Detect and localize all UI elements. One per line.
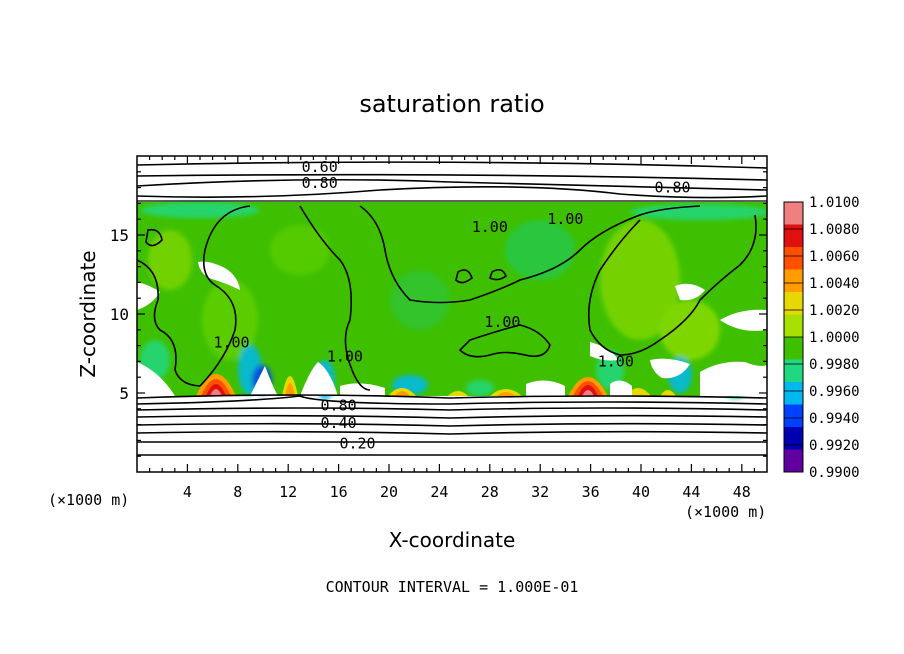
y-axis-title: Z-coordinate bbox=[76, 250, 100, 377]
colorbar-label: 0.9920 bbox=[809, 438, 860, 454]
y-axis: 5 10 15 bbox=[110, 171, 767, 457]
colorbar-swatch bbox=[784, 247, 803, 270]
colorbar-label: 1.0080 bbox=[809, 222, 860, 238]
colorbar-label: 0.9940 bbox=[809, 411, 860, 427]
contour-label: 0.80 bbox=[654, 179, 690, 197]
x-axis: 4 8 12 16 20 24 28 32 36 40 44 48 bbox=[149, 156, 756, 501]
x-tick-label: 32 bbox=[531, 483, 549, 501]
colorbar-swatch bbox=[784, 382, 803, 405]
y-tick-label: 5 bbox=[119, 384, 129, 403]
x-tick-label: 4 bbox=[183, 483, 192, 501]
contour-lines bbox=[137, 161, 767, 456]
colorbar-label: 1.0060 bbox=[809, 249, 860, 265]
contour-label: 1.00 bbox=[472, 218, 508, 236]
colorbar-swatch bbox=[784, 427, 803, 450]
colorbar-label: 0.9980 bbox=[809, 357, 860, 373]
colorbar: 1.0100 1.0080 1.0060 1.0040 1.0020 1.0000 0.99… bbox=[783, 195, 860, 481]
colorbar-label: 1.0100 bbox=[809, 195, 860, 211]
x-tick-label: 20 bbox=[380, 483, 398, 501]
contour-label: 0.20 bbox=[339, 435, 375, 453]
colorbar-label: 1.0040 bbox=[809, 276, 860, 292]
contour-label: 0.80 bbox=[321, 397, 357, 415]
x-tick-label: 8 bbox=[233, 483, 242, 501]
contour-label: 1.00 bbox=[327, 348, 363, 366]
x-unit-label-left: (×1000 m) bbox=[48, 491, 129, 509]
chart-title: saturation ratio bbox=[359, 90, 544, 118]
x-axis-title: X-coordinate bbox=[389, 528, 516, 552]
colorbar-swatch bbox=[784, 314, 803, 338]
colorbar-swatch bbox=[784, 269, 803, 293]
x-tick-label: 40 bbox=[632, 483, 650, 501]
colorbar-label: 0.9900 bbox=[809, 465, 860, 481]
x-tick-label: 48 bbox=[733, 483, 751, 501]
contour-label: 1.00 bbox=[598, 352, 634, 370]
colorbar-label: 1.0020 bbox=[809, 303, 860, 319]
x-tick-label: 16 bbox=[330, 483, 348, 501]
contour-interval-note: CONTOUR INTERVAL = 1.000E-01 bbox=[326, 578, 579, 596]
y-tick-label: 15 bbox=[110, 226, 129, 245]
colorbar-swatch bbox=[784, 404, 803, 428]
x-tick-label: 36 bbox=[582, 483, 600, 501]
x-tick-label: 12 bbox=[279, 483, 297, 501]
field-variations bbox=[140, 202, 767, 400]
colorbar-swatch bbox=[784, 224, 803, 248]
x-tick-label: 44 bbox=[682, 483, 700, 501]
plot-area: 0.600.80 0.801.00 1.001.001.001.001.000.80… bbox=[137, 156, 767, 472]
x-unit-label-right: (×1000 m) bbox=[685, 503, 766, 521]
colorbar-swatch bbox=[784, 337, 803, 360]
contour-label: 0.60 bbox=[302, 158, 338, 176]
x-tick-label: 28 bbox=[481, 483, 499, 501]
x-tick-label: 24 bbox=[430, 483, 448, 501]
contour-label: 1.00 bbox=[213, 333, 249, 351]
colorbar-swatch bbox=[784, 359, 803, 383]
colorbar-swatch bbox=[784, 202, 803, 225]
contour-label: 1.00 bbox=[484, 313, 520, 331]
contour-label: 0.80 bbox=[302, 174, 338, 192]
colorbar-swatch bbox=[784, 449, 803, 473]
colorbar-label: 1.0000 bbox=[809, 330, 860, 346]
contour-labels: 0.600.80 0.801.00 1.001.001.001.001.000.80… bbox=[213, 158, 690, 453]
contour-label: 1.00 bbox=[547, 210, 583, 228]
colorbar-swatch bbox=[784, 292, 803, 315]
y-tick-label: 10 bbox=[110, 305, 129, 324]
unsaturated-patches bbox=[137, 261, 767, 396]
colorbar-label: 0.9960 bbox=[809, 384, 860, 400]
contour-label: 0.40 bbox=[321, 414, 357, 432]
